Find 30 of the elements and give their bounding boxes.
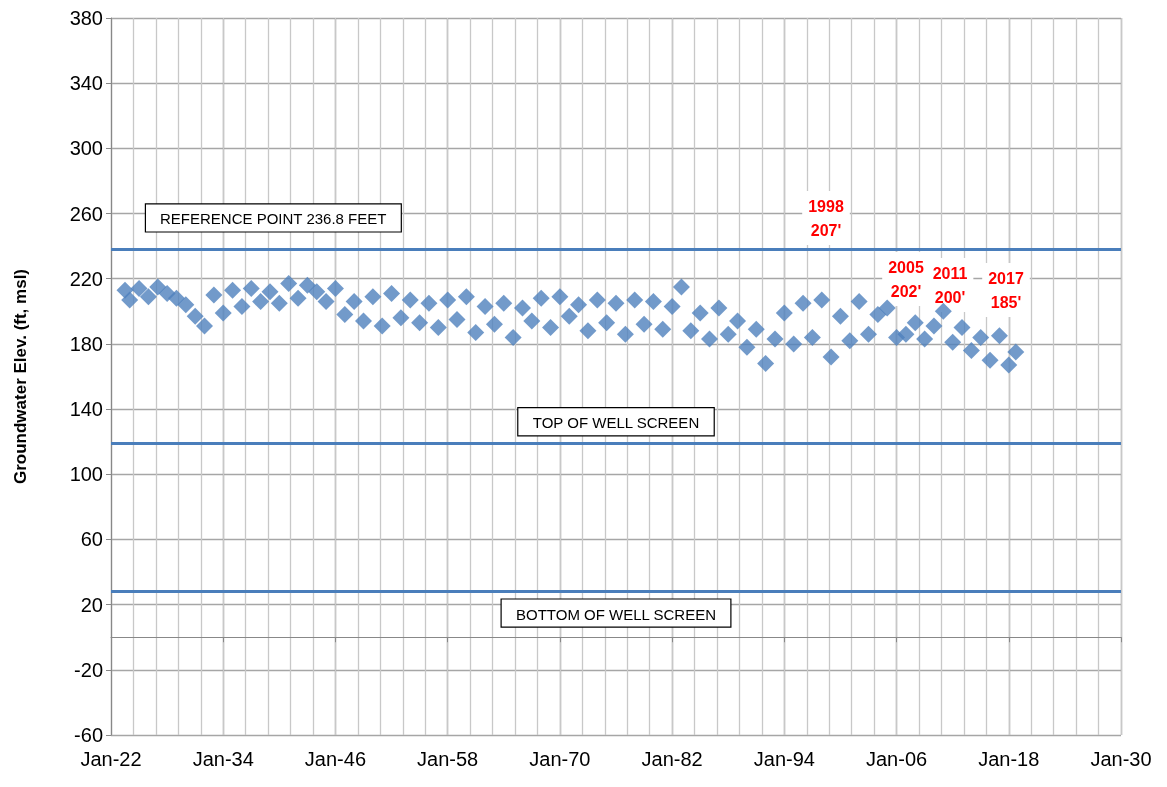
x-tick-label: Jan-18 bbox=[978, 748, 1040, 770]
y-tick-label: 300 bbox=[69, 137, 103, 160]
y-tick-label: 100 bbox=[69, 463, 103, 486]
y-tick-label: -60 bbox=[74, 724, 103, 746]
x-tick-label: Jan-94 bbox=[753, 748, 815, 770]
ref-line-label: REFERENCE POINT 236.8 FEET bbox=[160, 210, 387, 228]
x-tick-label: Jan-22 bbox=[80, 748, 142, 770]
y-tick-label: 20 bbox=[80, 593, 103, 616]
ref-line-label: BOTTOM OF WELL SCREEN bbox=[515, 605, 717, 623]
x-tick-label: Jan-34 bbox=[192, 748, 254, 770]
x-tick-label: Jan-70 bbox=[529, 748, 591, 770]
ref-line-label: TOP OF WELL SCREEN bbox=[532, 414, 700, 432]
x-tick-label: Jan-30 bbox=[1090, 748, 1152, 770]
annotation: 2011 200' bbox=[932, 264, 968, 306]
y-tick-label: 380 bbox=[69, 7, 103, 29]
annotation: 2005 202' bbox=[888, 258, 924, 300]
y-tick-label: -20 bbox=[74, 658, 103, 681]
y-tick-label: 140 bbox=[69, 398, 103, 421]
y-tick-label: 220 bbox=[69, 267, 103, 290]
y-tick-label: 60 bbox=[80, 528, 103, 551]
y-axis-title: Groundwater Elev. (ft, msl) bbox=[11, 268, 30, 485]
y-tick-label: 260 bbox=[69, 202, 103, 225]
annotation: 2017 185' bbox=[988, 269, 1024, 311]
x-tick-label: Jan-06 bbox=[865, 748, 928, 770]
y-tick-label: 340 bbox=[69, 72, 103, 95]
x-tick-label: Jan-82 bbox=[641, 748, 703, 770]
y-tick-label: 180 bbox=[69, 332, 103, 355]
annotation: 1998 207' bbox=[808, 197, 844, 239]
x-tick-label: Jan-58 bbox=[417, 748, 479, 770]
x-tick-label: Jan-46 bbox=[304, 748, 367, 770]
